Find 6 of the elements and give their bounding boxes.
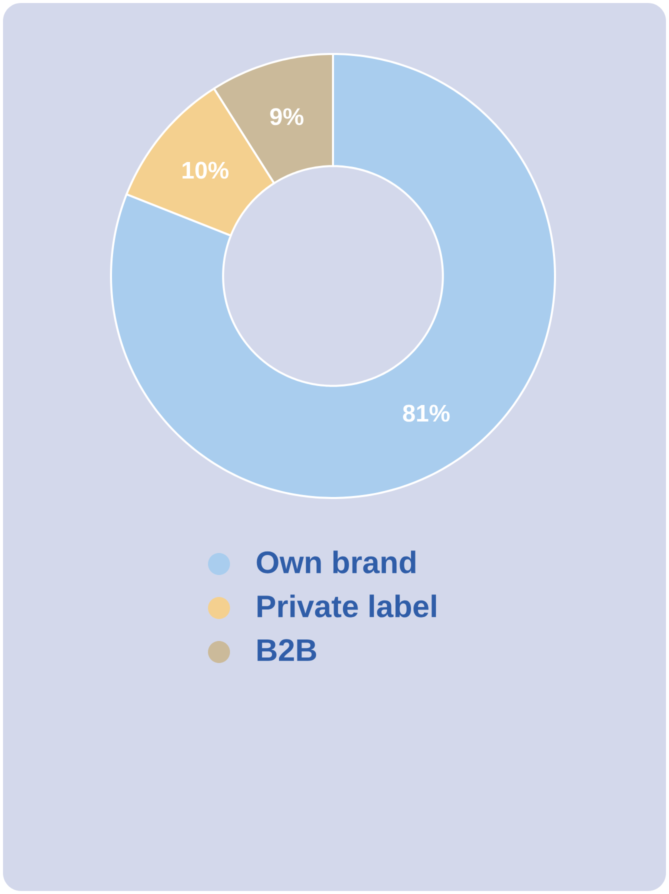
legend-label: Private label	[258, 594, 436, 618]
data-label: 9%	[270, 108, 304, 126]
data-label: 10%	[182, 162, 228, 179]
data-label: 81%	[403, 404, 450, 422]
legend-label: Own brand	[256, 550, 416, 574]
legend-label: B2B	[258, 639, 316, 661]
